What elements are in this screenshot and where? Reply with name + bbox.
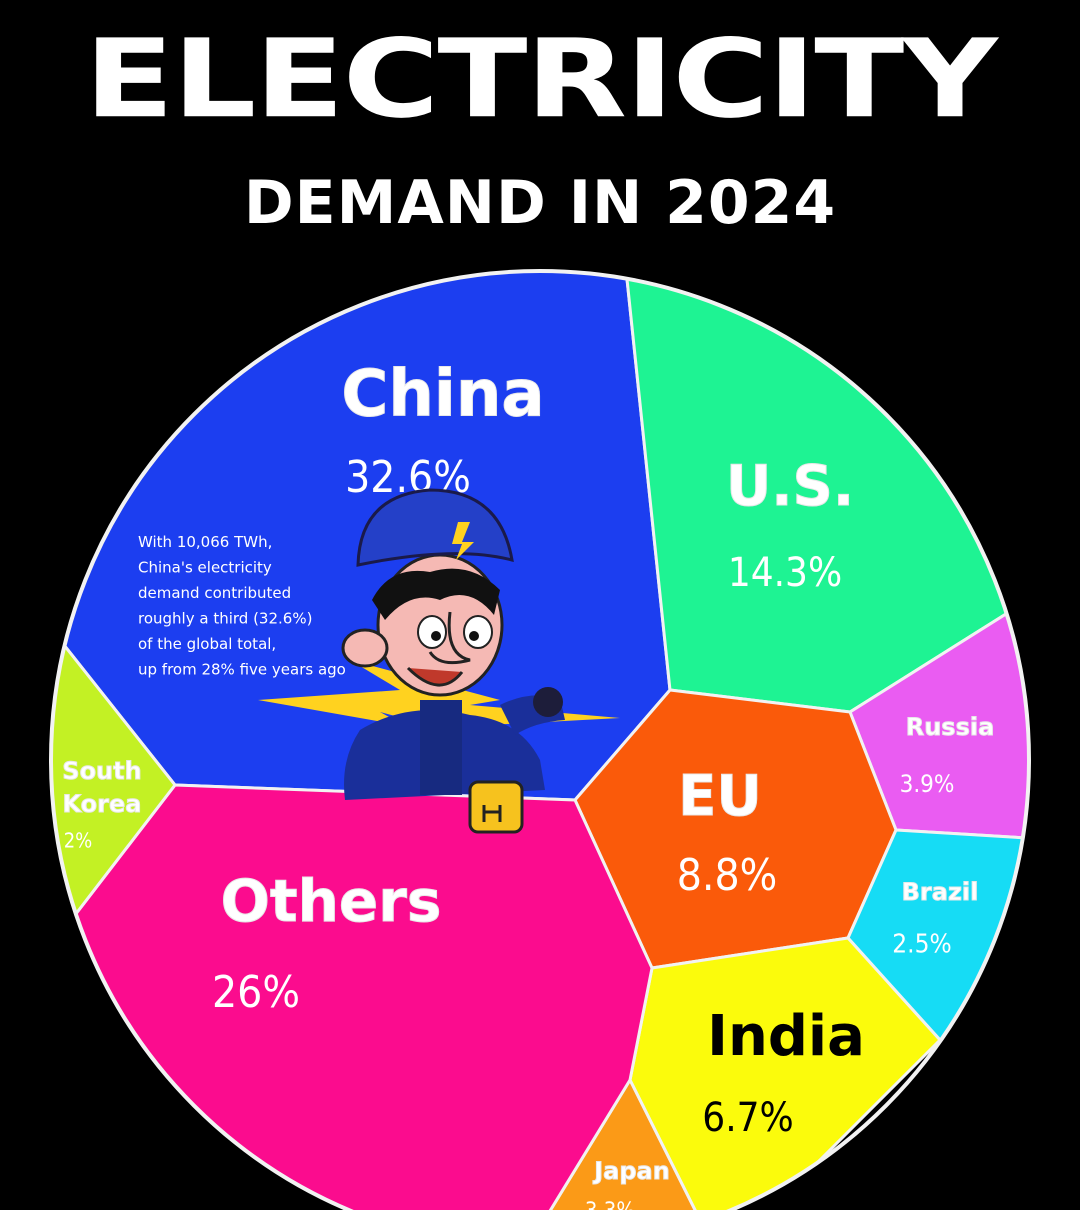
china-annotation: With 10,066 TWh, China's electricity deman…	[138, 533, 346, 679]
annotation-line: With 10,066 TWh,	[138, 533, 272, 551]
annotation-line: roughly a third (32.6%)	[138, 610, 312, 628]
electrician-character-icon	[258, 488, 620, 834]
label-brazil-name: Brazil	[902, 878, 979, 906]
label-u-s-name: U.S.	[726, 454, 854, 519]
label-india-name: India	[707, 1004, 865, 1069]
label-eu-name: EU	[678, 764, 762, 829]
label-others-value: 26%	[212, 967, 300, 1018]
label-south-korea-name-line2: Korea	[63, 790, 142, 818]
chart-subtitle: DEMAND IN 2024	[243, 168, 837, 238]
label-china-name: China	[341, 358, 544, 432]
label-others-name: Others	[221, 867, 442, 935]
label-south-korea-name: South	[62, 757, 141, 785]
label-japan-value: 3.3%	[585, 1199, 635, 1210]
label-eu-value: 8.8%	[677, 850, 778, 901]
label-russia-value: 3.9%	[900, 770, 955, 798]
annotation-line: of the global total,	[138, 635, 276, 653]
label-u-s-value: 14.3%	[728, 550, 842, 596]
chart-outline	[49, 269, 1031, 1210]
chart-title: ELECTRICITY	[84, 16, 998, 143]
label-south-korea-value: 2%	[64, 829, 93, 853]
annotation-line: China's electricity	[138, 559, 272, 577]
label-russia-name: Russia	[906, 713, 995, 741]
annotation-line: demand contributed	[138, 584, 291, 602]
annotation-line: up from 28% five years ago	[138, 661, 346, 679]
label-brazil-value: 2.5%	[892, 930, 951, 960]
label-japan-name: Japan	[592, 1157, 670, 1185]
label-india-value: 6.7%	[702, 1095, 793, 1141]
